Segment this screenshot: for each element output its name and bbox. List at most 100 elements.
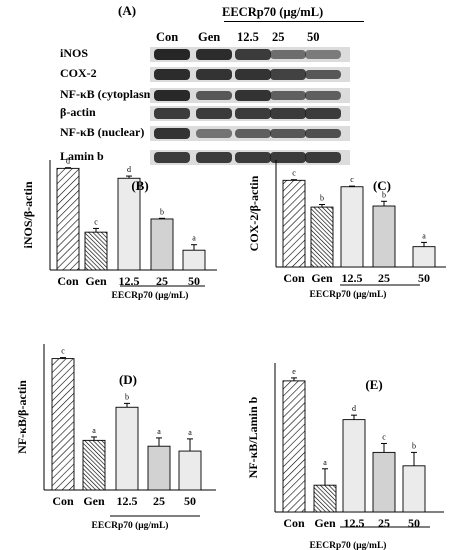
blot-lane-label: Gen: [198, 30, 221, 44]
significance-letter: b: [125, 392, 129, 401]
x-axis-label: EECRp70 (μg/mL): [92, 520, 169, 531]
x-tick-label: Con: [52, 494, 74, 508]
x-tick-label: 50: [188, 274, 200, 288]
x-tick-label: 12.5: [117, 494, 138, 508]
x-tick-label: Gen: [311, 271, 333, 285]
blot-panel-label: (A): [118, 3, 137, 18]
blot-band: [305, 152, 341, 163]
bar: [150, 218, 174, 271]
bar: [82, 439, 106, 491]
blot-band: [270, 69, 306, 80]
blot-lane-label: 12.5: [237, 30, 259, 44]
significance-letter: c: [350, 175, 354, 184]
x-axis-label: EECRp70 (μg/mL): [112, 290, 189, 301]
x-tick-label: Con: [283, 271, 305, 285]
blot-band: [270, 90, 306, 101]
blot-header-underline: [224, 21, 364, 22]
significance-letter: a: [422, 231, 426, 240]
x-tick-label: 25: [156, 274, 168, 288]
blot-band: [154, 48, 190, 61]
x-tick-label: 12.5: [342, 271, 363, 285]
blot-band: [154, 68, 190, 81]
bar: [147, 445, 171, 491]
bar: [402, 465, 426, 513]
blot-lane-label: 50: [307, 30, 320, 44]
y-axis-label: COX-2/β-actin: [247, 175, 261, 251]
x-tick-label: 12.5: [119, 274, 140, 288]
significance-letter: d: [352, 404, 356, 413]
significance-letter: b: [320, 194, 324, 203]
x-tick-label: 12.5: [344, 516, 365, 530]
bar: [372, 451, 396, 513]
x-tick-label: Gen: [314, 516, 336, 530]
blot-band: [270, 128, 306, 139]
panel-label: (D): [119, 372, 137, 387]
blot-band: [305, 50, 341, 59]
bar: [313, 484, 337, 513]
significance-letter: b: [160, 207, 164, 216]
panel-label: (E): [365, 377, 382, 392]
significance-letter: d: [66, 157, 70, 166]
significance-letter: a: [188, 428, 192, 437]
x-axis-label: EECRp70 (μg/mL): [310, 540, 387, 550]
x-tick-label: 50: [408, 516, 420, 530]
blot-band: [196, 68, 232, 81]
bar: [412, 246, 436, 268]
x-tick-label: 25: [378, 271, 390, 285]
blot-row-label: COX-2: [60, 66, 97, 80]
bar: [340, 186, 364, 268]
significance-letter: b: [382, 190, 386, 199]
blot-band: [235, 128, 271, 139]
significance-letter: a: [92, 426, 96, 435]
significance-letter: b: [412, 441, 416, 450]
x-tick-label: 50: [184, 494, 196, 508]
blot-lane-label: 25: [272, 30, 285, 44]
blot-row-label: iNOS: [60, 46, 89, 60]
bar: [84, 231, 108, 271]
blot-row-label: NF-κB (cytoplasm): [60, 87, 158, 101]
bar: [282, 179, 306, 268]
bar: [310, 206, 334, 268]
x-axis-label: EECRp70 (μg/mL): [310, 289, 387, 300]
x-tick-label: Con: [283, 516, 305, 530]
blot-lane-label: Con: [156, 30, 179, 44]
x-tick-label: 25: [378, 516, 390, 530]
blot-row-label: Lamin b: [60, 149, 104, 163]
bar: [372, 205, 396, 268]
y-axis-label: NF-κB/Lamin b: [246, 396, 260, 478]
significance-letter: e: [292, 367, 296, 376]
blot-band: [154, 152, 190, 163]
x-tick-label: 50: [418, 271, 430, 285]
blot-band: [305, 128, 341, 139]
blot-band: [270, 50, 306, 59]
blot-band: [154, 89, 190, 102]
significance-letter: c: [292, 169, 296, 178]
blot-row-label: β-actin: [60, 105, 96, 119]
x-tick-label: Gen: [85, 274, 107, 288]
blot-band: [196, 152, 232, 163]
y-axis-label: NF-κB/β-actin: [15, 380, 29, 454]
y-axis-label: iNOS/β-actin: [21, 181, 35, 248]
x-tick-label: Con: [57, 274, 79, 288]
blot-band: [305, 69, 341, 80]
blot-band: [154, 127, 190, 140]
significance-letter: c: [61, 347, 65, 356]
blot-band: [235, 89, 271, 102]
bar: [115, 406, 139, 491]
blot-band: [196, 48, 232, 61]
blot-band: [196, 129, 232, 138]
panel-label: (B): [131, 178, 148, 193]
significance-letter: a: [157, 427, 161, 436]
significance-letter: c: [382, 432, 386, 441]
bar: [182, 249, 206, 271]
x-tick-label: 25: [153, 494, 165, 508]
bar: [56, 167, 80, 271]
blot-band: [305, 90, 341, 101]
blot-band: [270, 152, 306, 163]
blot-band: [154, 108, 190, 119]
blot-band: [196, 108, 232, 119]
bar: [178, 450, 202, 491]
x-tick-label: Gen: [83, 494, 105, 508]
blot-header: EECRp70 (μg/mL): [222, 5, 324, 19]
